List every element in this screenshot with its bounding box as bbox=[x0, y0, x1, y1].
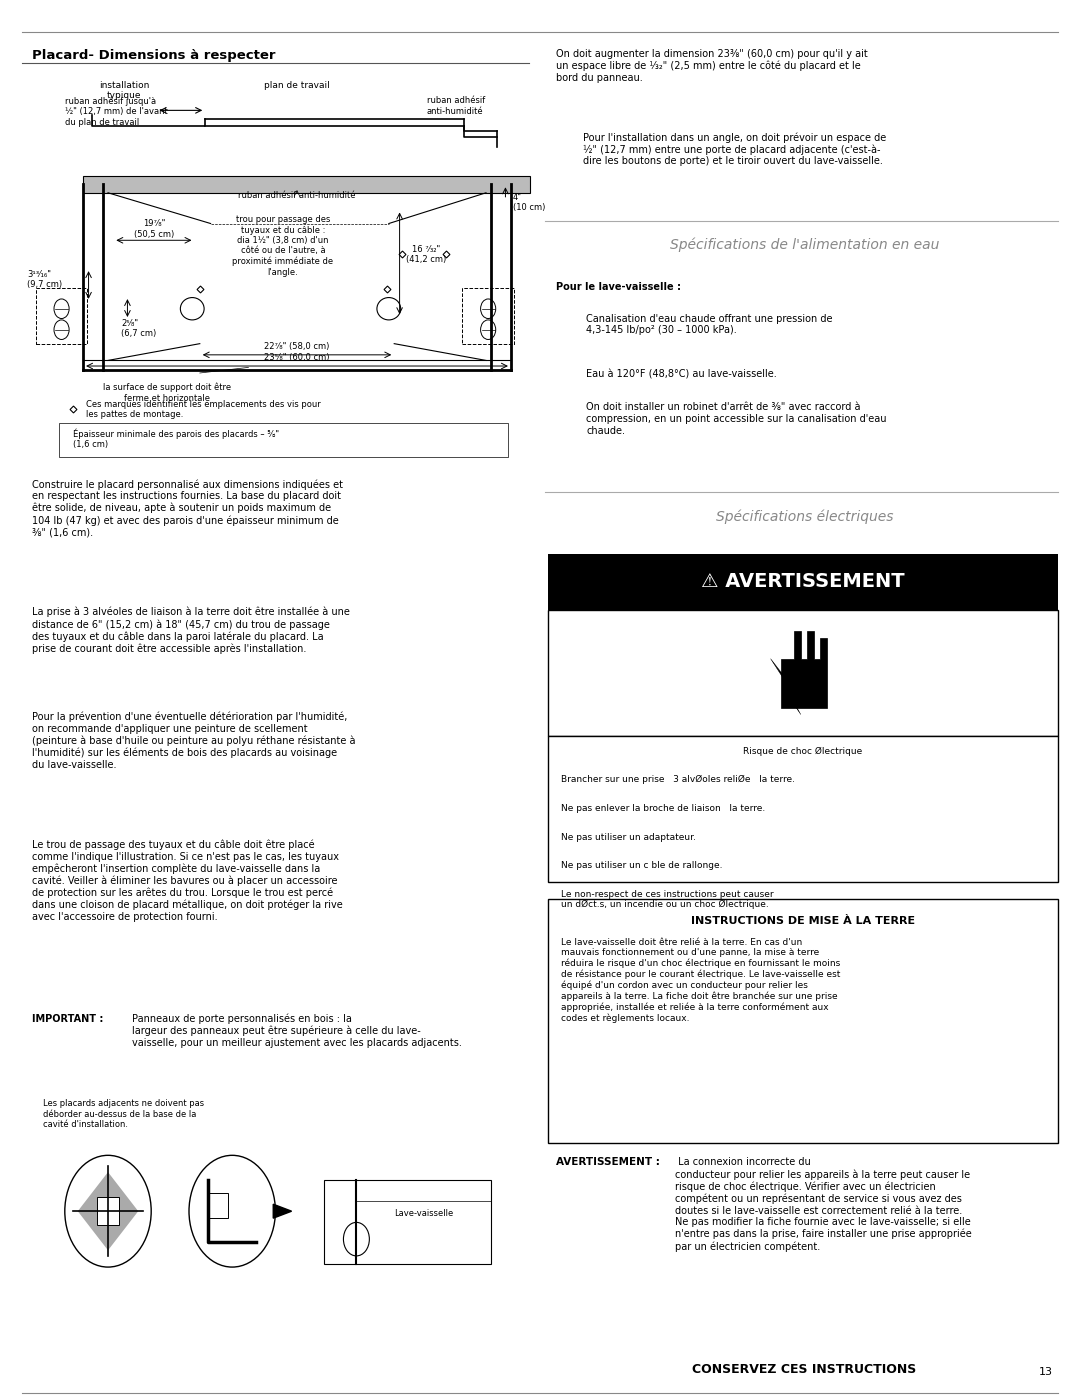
Text: AVERTISSEMENT :: AVERTISSEMENT : bbox=[556, 1157, 660, 1168]
Text: CONSERVEZ CES INSTRUCTIONS: CONSERVEZ CES INSTRUCTIONS bbox=[692, 1363, 917, 1376]
Text: 2⁵⁄₈"
(6,7 cm): 2⁵⁄₈" (6,7 cm) bbox=[121, 319, 157, 338]
Text: Canalisation d'eau chaude offrant une pression de
4,3-145 lb/po² (30 – 1000 kPa): Canalisation d'eau chaude offrant une pr… bbox=[586, 314, 833, 335]
Text: trou pour passage des
tuyaux et du câble :
dia 1½" (3,8 cm) d'un
côté ou de l'au: trou pour passage des tuyaux et du câble… bbox=[232, 215, 334, 277]
Text: la surface de support doit être
ferme et horizontale: la surface de support doit être ferme et… bbox=[104, 383, 231, 402]
Bar bbox=[548, 610, 1058, 736]
Text: La prise à 3 alvéoles de liaison à la terre doit être installée à une
distance d: La prise à 3 alvéoles de liaison à la te… bbox=[32, 606, 350, 654]
Text: ruban adhésif
anti-humidité: ruban adhésif anti-humidité bbox=[427, 96, 485, 116]
Text: 22⁷⁄₈" (58,0 cm): 22⁷⁄₈" (58,0 cm) bbox=[265, 342, 329, 351]
Bar bbox=[548, 736, 1058, 883]
Text: Lave-vaisselle: Lave-vaisselle bbox=[394, 1210, 453, 1218]
Text: 4"
(10 cm): 4" (10 cm) bbox=[513, 193, 545, 212]
Text: Épaisseur minimale des parois des placards – ⅝"
(1,6 cm): Épaisseur minimale des parois des placar… bbox=[73, 429, 280, 448]
Text: IMPORTANT :: IMPORTANT : bbox=[32, 1014, 104, 1024]
Text: Eau à 120°F (48,8°C) au lave-vaisselle.: Eau à 120°F (48,8°C) au lave-vaisselle. bbox=[586, 370, 778, 380]
Bar bbox=[97, 1197, 119, 1225]
Text: 16 ⁷⁄₃₂"
(41,2 cm): 16 ⁷⁄₃₂" (41,2 cm) bbox=[406, 244, 447, 264]
Text: Le lave-vaisselle doit être relié à la terre. En cas d'un
mauvais fonctionnement: Le lave-vaisselle doit être relié à la t… bbox=[561, 939, 840, 1024]
Text: Les placards adjacents ne doivent pas
déborder au-dessus de la base de la
cavité: Les placards adjacents ne doivent pas dé… bbox=[43, 1099, 204, 1129]
Bar bbox=[208, 1193, 228, 1218]
Text: Ne pas utiliser un adaptateur.: Ne pas utiliser un adaptateur. bbox=[561, 833, 696, 841]
Text: Pour l'installation dans un angle, on doit prévoir un espace de
½" (12,7 mm) ent: Pour l'installation dans un angle, on do… bbox=[583, 133, 887, 166]
Polygon shape bbox=[771, 659, 801, 715]
Text: Ne pas utiliser un c ble de rallonge.: Ne pas utiliser un c ble de rallonge. bbox=[561, 862, 723, 870]
Text: Ces marques identifient les emplacements des vis pour
les pattes de montage.: Ces marques identifient les emplacements… bbox=[86, 400, 321, 419]
Bar bbox=[548, 555, 1058, 610]
Text: La connexion incorrecte du
conducteur pour relier les appareils à la terre peut : La connexion incorrecte du conducteur po… bbox=[675, 1157, 972, 1252]
Text: Pour le lave-vaisselle :: Pour le lave-vaisselle : bbox=[556, 282, 681, 292]
Bar bbox=[462, 288, 514, 344]
Bar bbox=[324, 1180, 491, 1264]
Text: Construire le placard personnalisé aux dimensions indiquées et
en respectant les: Construire le placard personnalisé aux d… bbox=[32, 479, 343, 538]
Text: Spécifications électriques: Spécifications électriques bbox=[716, 510, 893, 524]
Text: Ne pas enlever la broche de liaison   la terre.: Ne pas enlever la broche de liaison la t… bbox=[561, 805, 765, 813]
Text: Le trou de passage des tuyaux et du câble doit être placé
comme l'indique l'illu: Le trou de passage des tuyaux et du câbl… bbox=[32, 840, 343, 922]
Text: ruban adhésif anti-humidité: ruban adhésif anti-humidité bbox=[239, 191, 355, 200]
Text: Brancher sur une prise   3 alvØoles reliØe   la terre.: Brancher sur une prise 3 alvØoles reliØe… bbox=[561, 775, 795, 785]
Text: Placard- Dimensions à respecter: Placard- Dimensions à respecter bbox=[32, 49, 275, 61]
Text: installation
typique: installation typique bbox=[99, 81, 149, 101]
Bar bbox=[59, 423, 508, 457]
Bar bbox=[548, 900, 1058, 1143]
Text: 3¹³⁄₁₆"
(9,7 cm): 3¹³⁄₁₆" (9,7 cm) bbox=[27, 270, 63, 289]
Text: Pour la prévention d'une éventuelle détérioration par l'humidité,
on recommande : Pour la prévention d'une éventuelle dété… bbox=[32, 712, 356, 770]
Polygon shape bbox=[78, 1172, 138, 1250]
Text: Spécifications de l'alimentation en eau: Spécifications de l'alimentation en eau bbox=[670, 237, 940, 251]
Text: 19⁷⁄₈"
(50,5 cm): 19⁷⁄₈" (50,5 cm) bbox=[134, 219, 175, 239]
Text: 23⁵⁄₈" (60,0 cm): 23⁵⁄₈" (60,0 cm) bbox=[265, 353, 329, 362]
Text: INSTRUCTIONS DE MISE À LA TERRE: INSTRUCTIONS DE MISE À LA TERRE bbox=[691, 916, 915, 926]
Text: Le non-respect de ces instructions peut causer
un dØct.s, un incendie ou un choc: Le non-respect de ces instructions peut … bbox=[561, 890, 773, 909]
Bar bbox=[36, 288, 87, 344]
Text: plan de travail: plan de travail bbox=[265, 81, 329, 89]
Polygon shape bbox=[782, 631, 827, 708]
Text: ruban adhésif jusqu'à
½" (12,7 mm) de l'avant
du plan de travail: ruban adhésif jusqu'à ½" (12,7 mm) de l'… bbox=[65, 96, 167, 127]
Text: Risque de choc Ølectrique: Risque de choc Ølectrique bbox=[743, 747, 863, 756]
Text: On doit augmenter la dimension 23⅜" (60,0 cm) pour qu'il y ait
un espace libre d: On doit augmenter la dimension 23⅜" (60,… bbox=[556, 49, 868, 82]
Text: On doit installer un robinet d'arrêt de ⅜" avec raccord à
compression, en un poi: On doit installer un robinet d'arrêt de … bbox=[586, 402, 887, 436]
Text: ⚠ AVERTISSEMENT: ⚠ AVERTISSEMENT bbox=[701, 573, 905, 591]
Bar bbox=[83, 176, 530, 193]
Text: 13: 13 bbox=[1039, 1368, 1053, 1377]
Text: Panneaux de porte personnalisés en bois : la
largeur des panneaux peut être supé: Panneaux de porte personnalisés en bois … bbox=[132, 1014, 461, 1048]
Polygon shape bbox=[273, 1204, 292, 1218]
